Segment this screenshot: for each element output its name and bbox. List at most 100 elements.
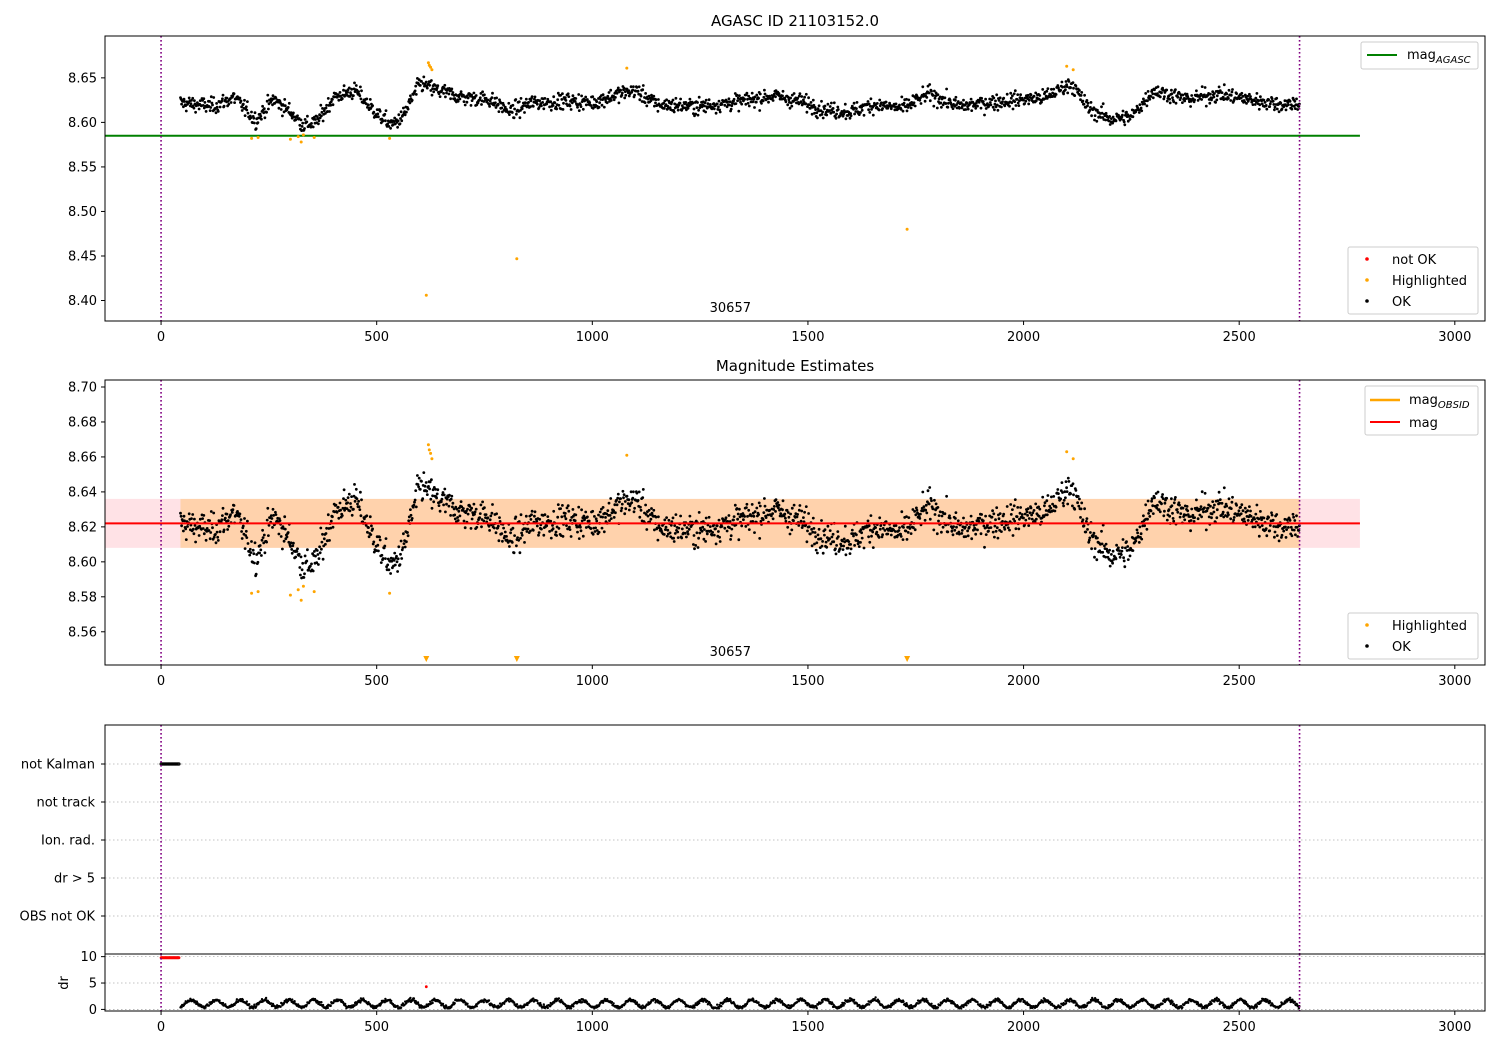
ok-point <box>877 536 881 539</box>
ok-point <box>1076 495 1080 498</box>
ok-point <box>442 92 445 95</box>
ok-point <box>855 533 858 537</box>
dr-point <box>245 1000 248 1003</box>
ok-point <box>1239 506 1242 509</box>
ok-point <box>352 94 355 97</box>
ok-point <box>908 527 912 530</box>
ok-point <box>510 111 514 114</box>
ok-point <box>707 515 711 519</box>
ok-point <box>796 513 799 516</box>
ok-point <box>816 551 819 555</box>
ok-point <box>444 510 447 514</box>
ok-point <box>1218 89 1222 93</box>
ok-point <box>218 105 222 109</box>
ok-point <box>1135 528 1139 532</box>
ok-point <box>554 530 558 534</box>
ok-point <box>1292 515 1295 519</box>
ok-point <box>948 98 952 102</box>
ok-point <box>1037 505 1040 509</box>
ok-point <box>1093 555 1096 559</box>
ok-point <box>632 510 636 514</box>
ok-point <box>301 121 305 125</box>
ok-point <box>285 535 289 539</box>
flag-points <box>159 762 181 766</box>
ok-point <box>620 502 624 506</box>
ok-point <box>564 99 568 102</box>
ok-point <box>763 88 766 92</box>
ok-point <box>248 547 252 551</box>
ok-point <box>684 101 688 104</box>
ok-point <box>1212 510 1216 514</box>
ok-point <box>692 107 696 111</box>
dr-point <box>321 1003 325 1007</box>
dr-point <box>717 1007 721 1010</box>
ok-point <box>995 526 999 530</box>
ok-point <box>520 533 524 537</box>
ok-point <box>225 512 229 516</box>
ok-point <box>696 101 699 104</box>
ok-point <box>249 116 253 120</box>
ok-point <box>948 516 952 520</box>
ok-point <box>531 528 535 532</box>
dr-point <box>653 998 657 1001</box>
ok-point <box>1105 547 1109 551</box>
ok-point <box>978 98 982 102</box>
ok-point <box>581 107 585 111</box>
ok-point <box>233 101 237 104</box>
ok-point <box>403 545 407 549</box>
ok-point <box>548 105 551 109</box>
ok-point <box>940 530 943 534</box>
ok-point <box>1142 514 1145 518</box>
ok-point <box>881 107 884 110</box>
ok-point <box>357 90 360 93</box>
ok-point <box>537 531 541 534</box>
ok-point <box>1215 94 1219 98</box>
ok-point <box>186 525 189 528</box>
ok-point <box>297 552 301 556</box>
ok-point <box>619 497 622 500</box>
ok-point <box>790 93 794 97</box>
ok-point <box>329 526 333 530</box>
ok-point <box>397 113 401 117</box>
ok-point <box>569 518 572 522</box>
legend-ok-marker <box>1365 644 1369 648</box>
ok-point <box>1104 542 1108 546</box>
ok-point <box>1234 512 1237 515</box>
ok-point <box>1153 496 1156 500</box>
ok-point <box>598 510 602 514</box>
ok-point <box>451 501 455 505</box>
ok-point <box>601 93 605 97</box>
ok-point <box>692 534 696 537</box>
dr-point <box>326 1006 329 1010</box>
ok-point <box>718 540 722 543</box>
ok-point <box>835 544 838 547</box>
ok-point <box>1023 102 1026 105</box>
ok-point <box>1254 512 1258 516</box>
ok-point <box>1167 508 1171 512</box>
ok-point <box>650 511 654 515</box>
ok-point <box>954 98 957 102</box>
ok-point <box>524 514 528 518</box>
ok-point <box>597 530 601 534</box>
ok-point <box>676 108 680 112</box>
ok-point <box>451 505 454 509</box>
ok-point <box>192 106 196 110</box>
ok-point <box>1026 514 1029 517</box>
ok-point <box>750 503 754 506</box>
ok-point <box>568 104 572 108</box>
ok-point <box>379 561 383 564</box>
ok-point <box>915 506 918 510</box>
ok-point <box>901 538 905 541</box>
ok-point <box>743 97 746 101</box>
ok-point <box>1174 101 1178 105</box>
ok-point <box>317 557 321 560</box>
ok-point <box>1262 516 1266 520</box>
ok-point <box>623 96 627 100</box>
ok-point <box>717 530 720 533</box>
ok-point <box>984 107 988 110</box>
ok-point <box>1216 499 1220 503</box>
ok-point <box>510 541 514 544</box>
ok-point <box>767 100 770 104</box>
ok-point <box>941 525 945 529</box>
ok-point <box>1183 518 1187 522</box>
